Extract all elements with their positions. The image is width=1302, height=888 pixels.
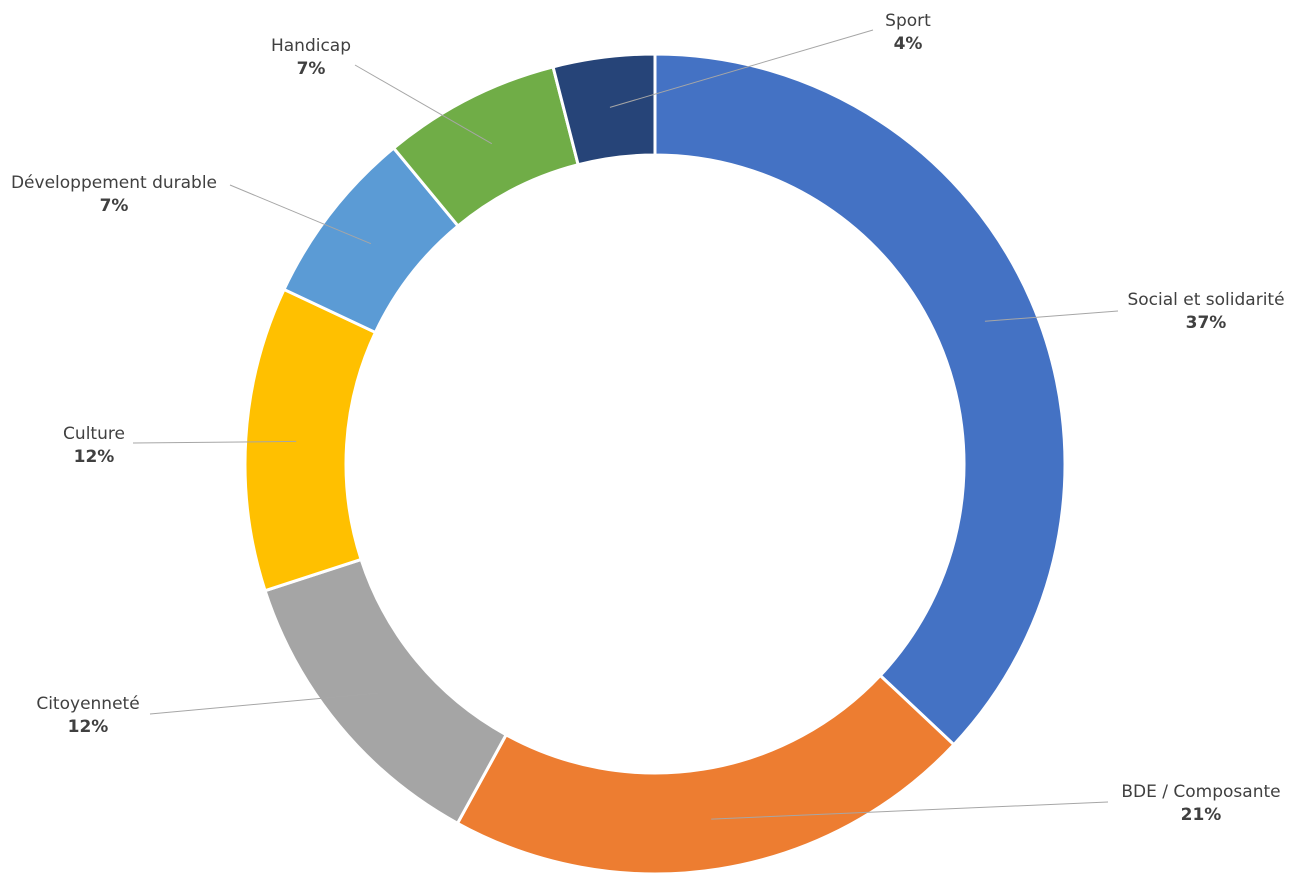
data-label-value-developpement-durable: 7% [100, 196, 129, 216]
data-label-name-bde-composante: BDE / Composante [1121, 782, 1280, 802]
data-label-name-citoyennete: Citoyenneté [36, 694, 139, 714]
data-label-name-sport: Sport [885, 11, 931, 31]
data-label-value-sport: 4% [894, 34, 923, 54]
data-label-name-handicap: Handicap [271, 36, 351, 56]
leader-line-social-et-solidarite [984, 310, 1119, 322]
leader-line-bde-composante [711, 801, 1109, 820]
slice-social-et-solidarite [653, 52, 1067, 747]
data-label-value-bde-composante: 21% [1181, 805, 1222, 825]
data-label-name-culture: Culture [63, 424, 125, 444]
leader-line-culture [132, 440, 297, 444]
data-label-value-citoyennete: 12% [68, 717, 109, 737]
leader-line-citoyennete [149, 692, 379, 715]
slices-layer [243, 52, 1067, 876]
slice-sport [551, 52, 657, 167]
data-label-value-handicap: 7% [297, 59, 326, 79]
slice-culture [243, 287, 378, 593]
data-label-value-culture: 12% [74, 447, 115, 467]
leader-line-developpement-durable [229, 184, 372, 245]
data-label-name-developpement-durable: Développement durable [11, 173, 217, 193]
leader-lines-layer [132, 29, 1119, 820]
slice-bde-composante [455, 673, 956, 876]
leader-line-handicap [354, 64, 493, 145]
leader-line-sport [609, 29, 874, 108]
data-label-value-social-et-solidarite: 37% [1186, 313, 1227, 333]
data-label-name-social-et-solidarite: Social et solidarité [1127, 290, 1284, 310]
slice-citoyennete [263, 557, 509, 826]
data-labels-layer: Social et solidarité 37% BDE / Composante 2… [11, 11, 1285, 825]
